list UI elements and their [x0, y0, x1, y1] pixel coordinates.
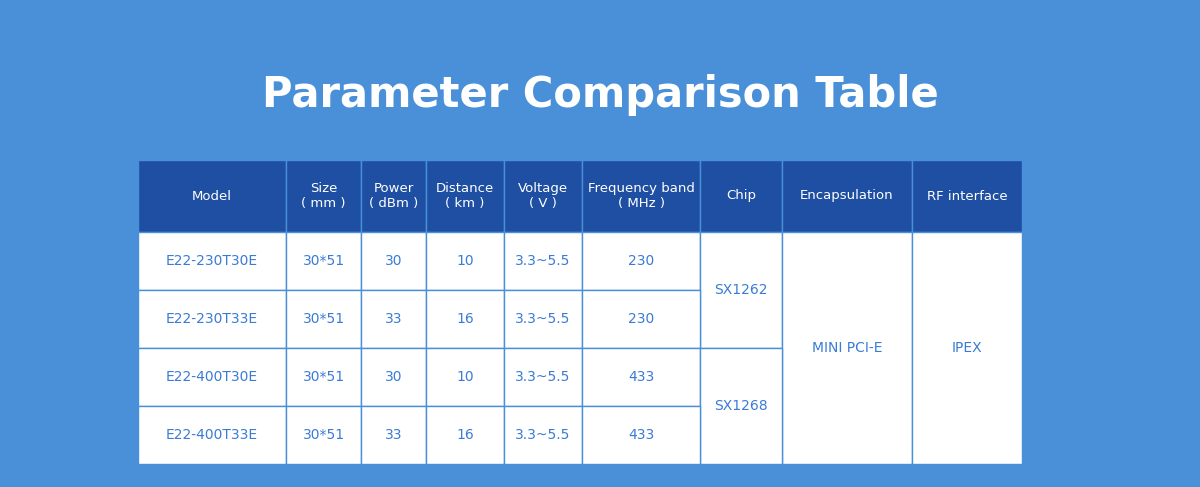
- Bar: [426, 290, 504, 348]
- Text: SX1268: SX1268: [714, 399, 768, 413]
- Text: RF interface: RF interface: [926, 189, 1007, 203]
- Bar: [504, 290, 582, 348]
- Text: 30*51: 30*51: [302, 312, 344, 326]
- Text: 433: 433: [628, 370, 654, 384]
- Text: 10: 10: [456, 254, 474, 268]
- Bar: [504, 160, 582, 232]
- Bar: [286, 348, 361, 406]
- Bar: [138, 160, 286, 232]
- Text: 30*51: 30*51: [302, 428, 344, 442]
- Text: Frequency band
( MHz ): Frequency band ( MHz ): [588, 182, 695, 210]
- Bar: [138, 348, 286, 406]
- Text: 30*51: 30*51: [302, 254, 344, 268]
- Bar: [286, 232, 361, 290]
- Text: 3.3~5.5: 3.3~5.5: [515, 254, 571, 268]
- Bar: [700, 232, 782, 348]
- Bar: [582, 348, 700, 406]
- Bar: [582, 290, 700, 348]
- Text: 16: 16: [456, 428, 474, 442]
- Bar: [504, 348, 582, 406]
- Bar: [361, 160, 426, 232]
- Text: Size
( mm ): Size ( mm ): [301, 182, 346, 210]
- Bar: [361, 232, 426, 290]
- Text: E22-400T30E: E22-400T30E: [166, 370, 258, 384]
- Bar: [782, 160, 912, 232]
- Text: 3.3~5.5: 3.3~5.5: [515, 428, 571, 442]
- Text: E22-230T33E: E22-230T33E: [166, 312, 258, 326]
- Bar: [582, 232, 700, 290]
- Text: 3.3~5.5: 3.3~5.5: [515, 370, 571, 384]
- Text: 30*51: 30*51: [302, 370, 344, 384]
- Bar: [700, 348, 782, 464]
- Bar: [582, 160, 700, 232]
- Text: 10: 10: [456, 370, 474, 384]
- Text: IPEX: IPEX: [952, 341, 983, 355]
- Bar: [138, 406, 286, 464]
- Text: E22-230T30E: E22-230T30E: [166, 254, 258, 268]
- Text: Power
( dBm ): Power ( dBm ): [368, 182, 418, 210]
- Text: Encapsulation: Encapsulation: [800, 189, 894, 203]
- Text: 30: 30: [385, 370, 402, 384]
- Text: Parameter Comparison Table: Parameter Comparison Table: [262, 74, 938, 116]
- Text: Chip: Chip: [726, 189, 756, 203]
- Text: 3.3~5.5: 3.3~5.5: [515, 312, 571, 326]
- Bar: [138, 232, 286, 290]
- Bar: [426, 232, 504, 290]
- Bar: [361, 290, 426, 348]
- Bar: [582, 406, 700, 464]
- Text: MINI PCI-E: MINI PCI-E: [811, 341, 882, 355]
- Text: 33: 33: [385, 428, 402, 442]
- Bar: [912, 232, 1022, 464]
- Bar: [361, 348, 426, 406]
- Bar: [504, 232, 582, 290]
- Text: Voltage
( V ): Voltage ( V ): [518, 182, 568, 210]
- Bar: [138, 290, 286, 348]
- Bar: [426, 348, 504, 406]
- Text: 16: 16: [456, 312, 474, 326]
- Text: 33: 33: [385, 312, 402, 326]
- Text: 30: 30: [385, 254, 402, 268]
- Bar: [286, 406, 361, 464]
- Bar: [504, 406, 582, 464]
- Bar: [426, 406, 504, 464]
- Text: 433: 433: [628, 428, 654, 442]
- Text: E22-400T33E: E22-400T33E: [166, 428, 258, 442]
- Bar: [912, 160, 1022, 232]
- Bar: [361, 406, 426, 464]
- Bar: [286, 290, 361, 348]
- Text: Distance
( km ): Distance ( km ): [436, 182, 494, 210]
- Text: 230: 230: [628, 312, 654, 326]
- Bar: [782, 232, 912, 464]
- Text: 230: 230: [628, 254, 654, 268]
- Bar: [700, 160, 782, 232]
- Text: SX1262: SX1262: [714, 283, 768, 297]
- Bar: [426, 160, 504, 232]
- Text: Model: Model: [192, 189, 232, 203]
- Bar: [286, 160, 361, 232]
